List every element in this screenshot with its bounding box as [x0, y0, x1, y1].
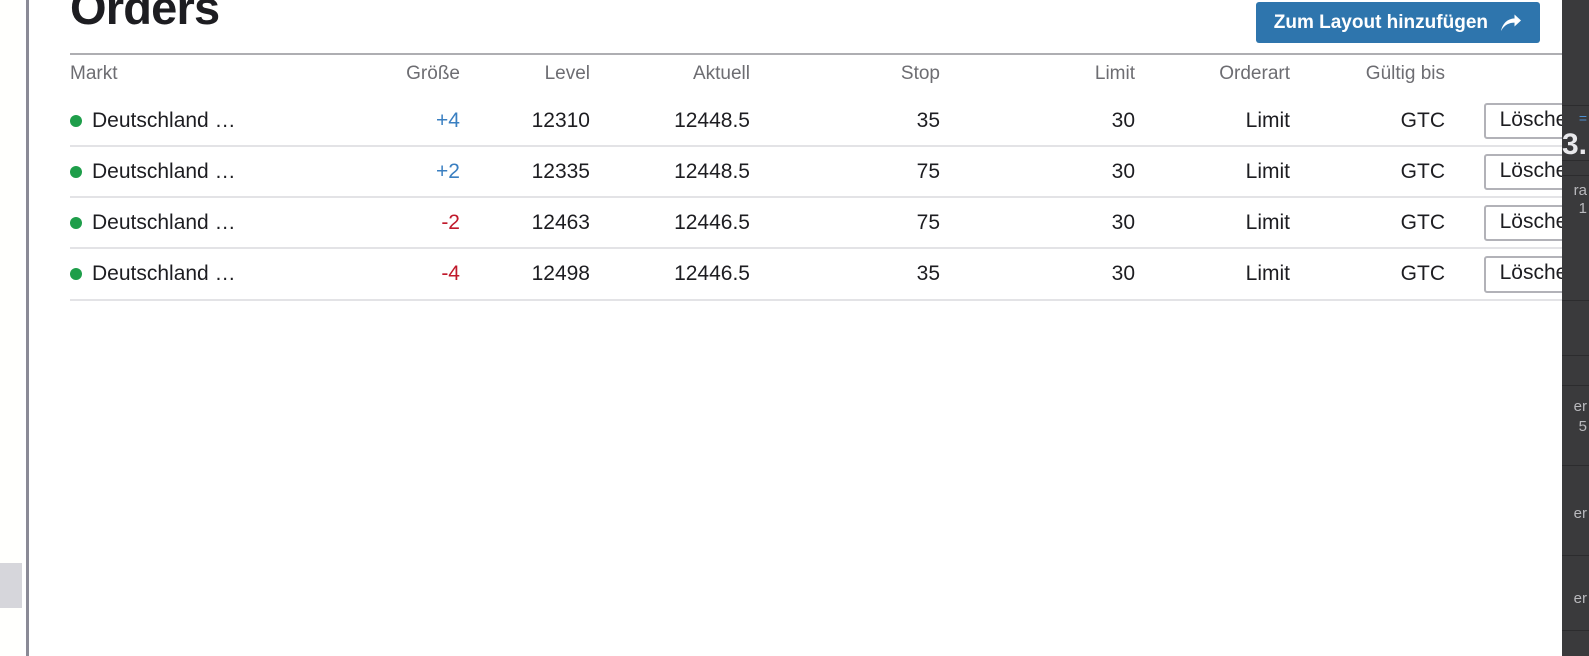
table-row[interactable]: Deutschland … +4 12310 12448.5 35 30 Limit GTC L… [70, 96, 1589, 148]
market-name: Deutschland … [92, 109, 236, 133]
cell-stop: 75 [750, 197, 940, 250]
orders-panel: Orders Zum Layout hinzufügen Markt Größe… [29, 0, 1589, 656]
orders-table: Markt Größe Level Aktuell Stop Limit Ord… [70, 53, 1589, 301]
status-dot-icon [70, 115, 82, 128]
cell-gueltig: GTC [1290, 146, 1445, 199]
cell-level: 12498 [460, 248, 590, 301]
clipped-text-fragment: = [1578, 110, 1587, 126]
cell-orderart: Limit [1135, 96, 1290, 148]
clipped-text-fragment: er [1573, 505, 1587, 522]
market-name: Deutschland … [92, 262, 236, 286]
cell-markt: Deutschland … [70, 197, 340, 250]
panel-row-divider [1562, 300, 1589, 301]
clipped-text-fragment: 1 [1578, 200, 1587, 217]
status-dot-icon [70, 217, 82, 230]
cell-level: 12463 [460, 197, 590, 250]
panel-row-divider [1562, 555, 1589, 556]
market-name: Deutschland … [92, 160, 236, 184]
cell-groesse: +2 [340, 146, 460, 199]
cell-limit: 30 [940, 96, 1135, 148]
cell-gueltig: GTC [1290, 197, 1445, 250]
market-cell: Deutschland … [70, 109, 340, 133]
clipped-text-fragment: ra [1573, 182, 1587, 199]
cell-markt: Deutschland … [70, 96, 340, 148]
clipped-text-fragment: 3. [1562, 128, 1587, 161]
table-row[interactable]: Deutschland … -4 12498 12446.5 35 30 Limit GTC L… [70, 248, 1589, 301]
cell-groesse: +4 [340, 96, 460, 148]
cell-limit: 30 [940, 248, 1135, 301]
table-row[interactable]: Deutschland … -2 12463 12446.5 75 30 Limit GTC L… [70, 197, 1589, 250]
panel-header: Orders Zum Layout hinzufügen [29, 0, 1562, 52]
panel-row-divider [1562, 385, 1589, 386]
cell-groesse: -2 [340, 197, 460, 250]
column-header-stop[interactable]: Stop [750, 53, 940, 96]
cell-markt: Deutschland … [70, 248, 340, 301]
orders-table-body: Deutschland … +4 12310 12448.5 35 30 Limit GTC L… [70, 96, 1589, 301]
market-cell: Deutschland … [70, 160, 340, 184]
cell-stop: 35 [750, 96, 940, 148]
panel-row-divider [1562, 175, 1589, 176]
cell-gueltig: GTC [1290, 96, 1445, 148]
market-cell: Deutschland … [70, 262, 340, 286]
cell-orderart: Limit [1135, 146, 1290, 199]
column-header-groesse[interactable]: Größe [340, 53, 460, 96]
cell-orderart: Limit [1135, 197, 1290, 250]
share-arrow-icon [1500, 13, 1522, 33]
adjacent-dark-panel: = 3. ra 1 er 5 er er [1562, 0, 1589, 656]
market-name: Deutschland … [92, 211, 236, 235]
cell-stop: 75 [750, 146, 940, 199]
cell-aktuell: 12446.5 [590, 197, 750, 250]
cell-aktuell: 12448.5 [590, 96, 750, 148]
cell-level: 12335 [460, 146, 590, 199]
page-scrollbar[interactable] [0, 0, 22, 656]
table-header-row: Markt Größe Level Aktuell Stop Limit Ord… [70, 53, 1589, 96]
table-row[interactable]: Deutschland … +2 12335 12448.5 75 30 Limit GTC L… [70, 146, 1589, 199]
cell-markt: Deutschland … [70, 146, 340, 199]
column-header-limit[interactable]: Limit [940, 53, 1135, 96]
column-header-aktuell[interactable]: Aktuell [590, 53, 750, 96]
cell-gueltig: GTC [1290, 248, 1445, 301]
cell-aktuell: 12448.5 [590, 146, 750, 199]
clipped-text-fragment: 5 [1578, 418, 1587, 435]
column-header-markt[interactable]: Markt [70, 53, 340, 96]
cell-groesse: -4 [340, 248, 460, 301]
clipped-text-fragment: er [1573, 398, 1587, 415]
add-to-layout-label: Zum Layout hinzufügen [1273, 11, 1488, 33]
panel-row-divider [1562, 355, 1589, 356]
panel-row-divider [1562, 105, 1589, 106]
cell-limit: 30 [940, 197, 1135, 250]
cell-orderart: Limit [1135, 248, 1290, 301]
column-header-gueltig-bis[interactable]: Gültig bis [1290, 53, 1445, 96]
market-cell: Deutschland … [70, 211, 340, 235]
cell-level: 12310 [460, 96, 590, 148]
panel-row-divider [1562, 465, 1589, 466]
cell-aktuell: 12446.5 [590, 248, 750, 301]
cell-stop: 35 [750, 248, 940, 301]
status-dot-icon [70, 268, 82, 281]
panel-row-divider [1562, 630, 1589, 631]
add-to-layout-button[interactable]: Zum Layout hinzufügen [1255, 2, 1540, 43]
page-title: Orders [70, 0, 220, 34]
column-header-level[interactable]: Level [460, 53, 590, 96]
status-dot-icon [70, 166, 82, 179]
clipped-text-fragment: er [1573, 590, 1587, 607]
column-header-orderart[interactable]: Orderart [1135, 53, 1290, 96]
scrollbar-thumb[interactable] [0, 563, 22, 608]
cell-limit: 30 [940, 146, 1135, 199]
panel-row-divider [1562, 160, 1589, 161]
panel-divider [26, 0, 29, 656]
